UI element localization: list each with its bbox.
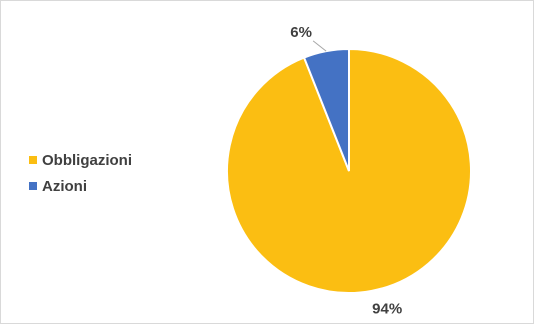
- legend-swatch-azioni: [29, 182, 37, 190]
- legend-item-azioni: Azioni: [29, 173, 132, 199]
- data-label-azioni: 6%: [290, 24, 312, 41]
- leader-line-azioni: [312, 40, 327, 52]
- legend-label-obbligazioni: Obbligazioni: [42, 151, 132, 169]
- legend-swatch-obbligazioni: [29, 156, 37, 164]
- legend-label-azioni: Azioni: [42, 177, 87, 195]
- data-label-obbligazioni: 94%: [372, 300, 402, 317]
- legend: Obbligazioni Azioni: [29, 147, 132, 199]
- legend-item-obbligazioni: Obbligazioni: [29, 147, 132, 173]
- pie-slice-azioni: [302, 47, 350, 172]
